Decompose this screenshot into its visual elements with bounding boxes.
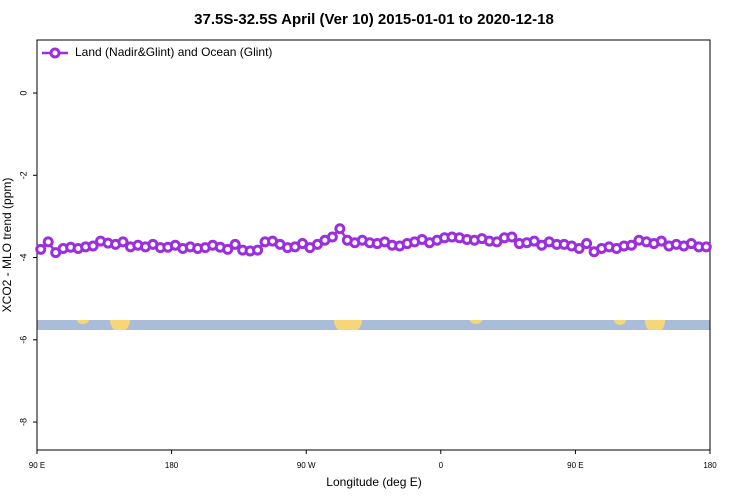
x-tick-label: 0 (439, 461, 444, 470)
data-point (35, 243, 47, 255)
y-axis-label: XCO2 - MLO trend (ppm) (0, 178, 14, 313)
y-tick-label: -4 (18, 254, 28, 262)
data-point (334, 223, 346, 235)
chart-title: 37.5S-32.5S April (Ver 10) 2015-01-01 to… (194, 11, 554, 28)
x-tick-label: 180 (703, 461, 717, 470)
data-point (326, 231, 338, 243)
x-tick-label: 90 E (567, 461, 583, 470)
data-point (581, 238, 593, 250)
data-point (117, 236, 129, 248)
legend-marker (49, 47, 61, 59)
y-tick-label: -8 (18, 418, 28, 426)
y-tick-label: -2 (18, 171, 28, 179)
y-tick-label: 0 (18, 91, 28, 96)
data-point (625, 239, 637, 251)
x-tick-label: 180 (165, 461, 179, 470)
x-tick-label: 90 E (29, 461, 45, 470)
map-strip (37, 320, 710, 330)
data-point (222, 243, 234, 255)
data-point (87, 240, 99, 252)
y-tick-label: -6 (18, 336, 28, 344)
data-point (252, 244, 264, 256)
x-axis-label: Longitude (deg E) (326, 475, 421, 489)
data-point (700, 241, 712, 253)
data-point (506, 231, 518, 243)
data-point (229, 238, 241, 250)
data-point (655, 235, 667, 247)
data-point (573, 242, 585, 254)
x-tick-label: 90 W (297, 461, 316, 470)
legend-label: Land (Nadir&Glint) and Ocean (Glint) (75, 45, 272, 59)
data-point (42, 236, 54, 248)
